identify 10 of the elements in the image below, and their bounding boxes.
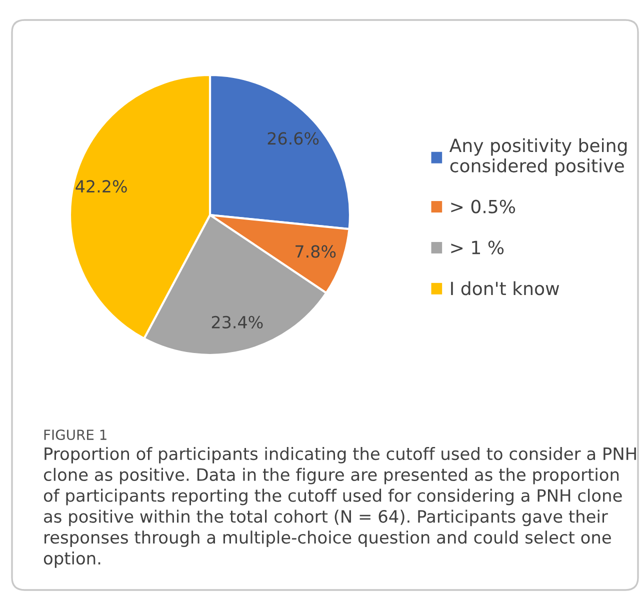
- text: Proportion of participants indicating the cutoff used to consider a PNH clone as positive. Data in the figure are presented as the proportion of participants reporting the cutoff used for considering a PNH clone as positive within the total cohort (N = 64). Participants gave their responses through a multiple-choice question and could select one option.: [44, 447, 636, 568]
- legend-label: > 0.5%: [451, 200, 516, 214]
- legend-label: Any positivity being considered positive: [449, 138, 627, 176]
- legend-label: > 1 %: [451, 240, 504, 254]
- data-label: 42.2%: [76, 180, 127, 193]
- data-label: 7.8%: [296, 245, 336, 258]
- data-label: 26.6%: [268, 132, 319, 145]
- legend-label: I don't know: [451, 281, 560, 296]
- data-label: 23.4%: [212, 316, 263, 328]
- caption: FIGURE 1: [44, 430, 106, 440]
